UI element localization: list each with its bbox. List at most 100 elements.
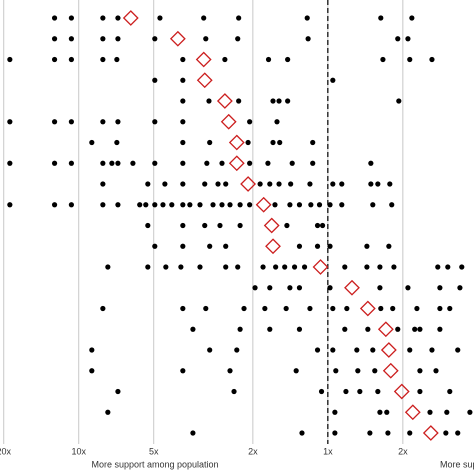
dot (160, 202, 166, 208)
dot (265, 56, 272, 63)
estimate-diamond (122, 10, 139, 26)
dot (287, 202, 293, 208)
dot (274, 119, 280, 125)
dot (296, 285, 303, 291)
dot (409, 15, 415, 21)
dot (427, 409, 433, 415)
dot (252, 285, 258, 291)
dot (342, 326, 348, 332)
dot (339, 202, 345, 208)
dot (100, 305, 106, 312)
dot (89, 347, 95, 353)
dot (378, 305, 384, 312)
dot (330, 77, 336, 83)
dot (433, 368, 439, 374)
dot (190, 430, 196, 436)
dot (267, 326, 273, 332)
x-axis-label-right: More supp (440, 459, 474, 469)
dot (207, 243, 213, 249)
dot (385, 430, 391, 436)
dot (327, 243, 333, 249)
dot (145, 181, 151, 187)
dot (391, 264, 397, 270)
dot (247, 202, 253, 208)
dot (115, 202, 121, 208)
dot (68, 202, 74, 208)
dot (68, 56, 74, 63)
dot (215, 181, 221, 187)
dot (372, 368, 378, 374)
estimate-diamond (220, 113, 237, 130)
dot (291, 264, 298, 270)
dot (236, 98, 242, 104)
estimate-diamond (169, 30, 186, 47)
dot (235, 36, 241, 42)
dot (227, 202, 233, 208)
dot (68, 36, 74, 42)
dot (377, 285, 383, 291)
dot (355, 368, 361, 374)
estimate-diamond (228, 134, 245, 151)
dot (51, 160, 58, 166)
dot (405, 36, 411, 42)
dot (204, 160, 210, 166)
dot (455, 347, 461, 353)
x-tick-label: 5x (149, 446, 159, 456)
dot (207, 139, 213, 146)
dot (437, 285, 443, 291)
dot (265, 160, 271, 166)
dot (152, 243, 158, 249)
dot (270, 139, 276, 146)
dot (267, 285, 273, 291)
dot (375, 181, 381, 187)
dot (330, 347, 336, 353)
dot (234, 347, 240, 353)
dot (310, 160, 316, 166)
dot (100, 160, 106, 166)
dot (407, 430, 413, 436)
x-tick-label: 2x (398, 446, 408, 456)
dot (364, 264, 370, 270)
estimate-diamond (195, 51, 212, 68)
dot (304, 15, 310, 21)
estimate-diamond (255, 196, 272, 213)
dot (276, 181, 282, 187)
dot (247, 160, 253, 166)
estimate-diamond (404, 404, 421, 421)
dot (455, 430, 461, 436)
dot (210, 202, 216, 208)
dot (429, 347, 435, 353)
dot (270, 98, 276, 104)
estimate-diamond (382, 362, 399, 379)
dot (260, 264, 266, 270)
dot (396, 98, 402, 104)
dot (289, 160, 295, 166)
dot (223, 181, 229, 187)
dot (203, 305, 209, 312)
dot (390, 305, 396, 312)
dot (219, 160, 225, 166)
dot (231, 388, 237, 395)
dot (7, 56, 13, 63)
dot (370, 347, 376, 353)
dot (314, 347, 321, 353)
dot (51, 56, 58, 63)
estimate-diamond (359, 300, 376, 317)
dot (68, 15, 74, 21)
dot (180, 243, 186, 249)
dot (387, 181, 393, 187)
x-tick-label: 2x (248, 446, 258, 456)
dot (247, 119, 253, 125)
dot (257, 181, 263, 187)
dot (284, 222, 290, 229)
dot (180, 222, 186, 229)
dot (339, 181, 345, 187)
dot (332, 430, 338, 436)
dot (318, 388, 325, 395)
x-axis-label-left: More support among population (91, 459, 218, 469)
dot (305, 36, 311, 42)
dot (310, 139, 316, 146)
dot (180, 202, 186, 208)
dot (223, 243, 229, 249)
dot (276, 98, 282, 104)
